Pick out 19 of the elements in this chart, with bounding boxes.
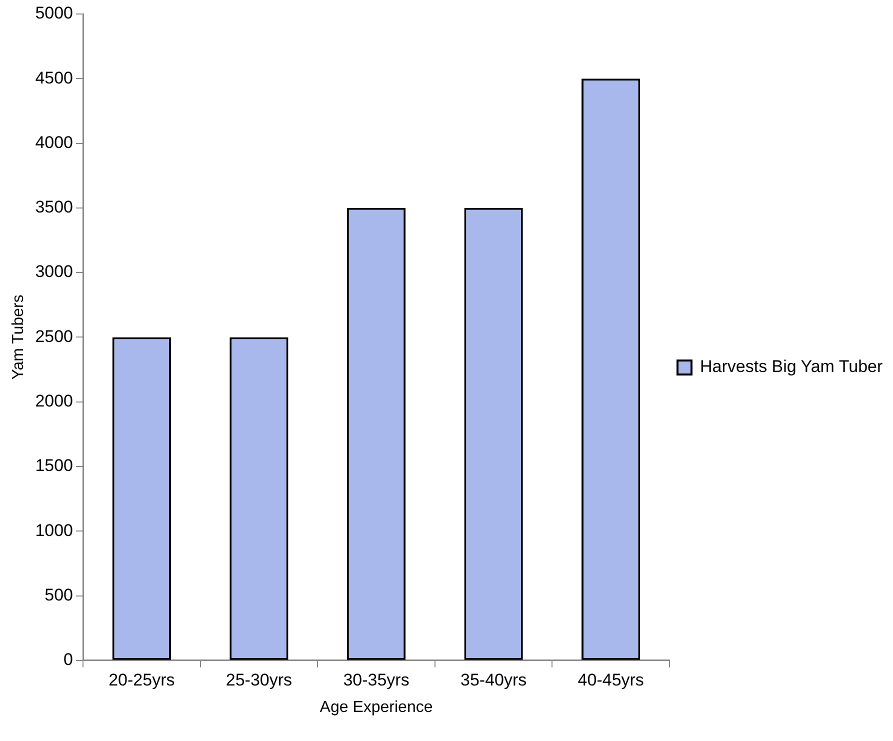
x-tick-label: 20-25yrs <box>108 670 175 690</box>
y-tick-label: 500 <box>44 585 74 604</box>
y-tick-label: 3500 <box>35 198 74 217</box>
legend-label: Harvests Big Yam Tuber <box>700 357 884 376</box>
y-tick-label: 0 <box>64 650 74 670</box>
y-tick-label: 4500 <box>35 68 74 88</box>
y-axis-title: Yam Tubers <box>10 294 28 380</box>
y-tick-label: 1500 <box>35 456 74 476</box>
x-tick-label: 25-30yrs <box>226 670 292 690</box>
x-axis-title: Age Experience <box>320 698 433 716</box>
x-tick-label: 40-45yrs <box>578 670 644 690</box>
x-tick-label: 35-40yrs <box>460 670 527 690</box>
y-tick-label: 5000 <box>35 4 74 23</box>
x-tick-label: 30-35yrs <box>343 670 410 690</box>
y-tick-label: 2500 <box>35 326 74 346</box>
y-tick-label: 1000 <box>35 520 74 540</box>
y-tick-label: 3000 <box>35 262 74 282</box>
y-tick-label: 4000 <box>35 132 74 152</box>
y-tick-label: 2000 <box>35 392 74 411</box>
